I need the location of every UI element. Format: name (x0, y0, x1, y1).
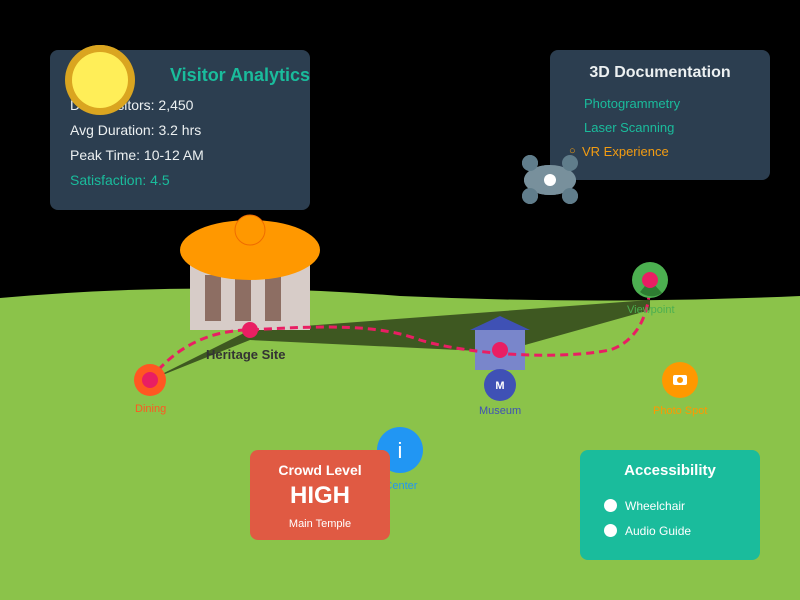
analytics-title: Visitor Analytics (170, 65, 311, 85)
sun-overlay (65, 45, 135, 115)
crowd-title: Crowd Level (278, 462, 362, 478)
heritage-site-label: Heritage Site (206, 347, 286, 362)
photo-spot-label: Photo Spot (653, 405, 708, 417)
documentation-title: 3D Documentation (589, 64, 731, 81)
wheelchair-option[interactable]: Wheelchair (625, 499, 686, 513)
museum-marker[interactable]: M (484, 369, 516, 401)
laser-scanning-link[interactable]: Laser Scanning (584, 120, 675, 135)
peak-time: Peak Time: 10-12 AM (70, 147, 204, 163)
wheelchair-radio[interactable] (604, 499, 617, 512)
crowd-level-value: HIGH (290, 482, 350, 509)
vr-selected-indicator: ○ (569, 145, 576, 157)
crowd-heat-zone (150, 300, 650, 380)
tour-route (148, 279, 652, 381)
crowd-level-panel: Crowd Level HIGH Main Temple (250, 450, 390, 540)
drone-overlay[interactable] (515, 150, 585, 210)
documentation-panel: 3D Documentation Photogrammetry Laser Sc… (550, 50, 770, 180)
satisfaction: Satisfaction: 4.5 (70, 172, 170, 188)
photo-spot-marker[interactable] (662, 362, 698, 398)
avg-duration: Avg Duration: 3.2 hrs (70, 122, 202, 138)
heritage-temple-icon[interactable] (180, 214, 320, 330)
crowd-location: Main Temple (288, 518, 352, 530)
vr-experience-link[interactable]: VR Experience (582, 144, 669, 159)
dining-label: Dining (135, 403, 167, 415)
museum-label: Museum (479, 405, 522, 417)
photogrammetry-link[interactable]: Photogrammetry (584, 96, 681, 111)
museum-marker-label: M (495, 380, 504, 392)
viewpoint-label: Viewpoint (627, 304, 675, 316)
accessibility-panel: Accessibility Wheelchair Audio Guide (580, 450, 760, 560)
route-stop-viewpoint[interactable] (642, 272, 658, 288)
route-stop-dining[interactable] (142, 372, 158, 388)
audio-guide-radio[interactable] (604, 524, 617, 537)
info-icon: i (398, 438, 403, 463)
route-stop-temple[interactable] (242, 322, 258, 338)
audio-guide-option[interactable]: Audio Guide (625, 524, 692, 538)
accessibility-title: Accessibility (624, 462, 716, 479)
route-stop-museum[interactable] (492, 342, 508, 358)
